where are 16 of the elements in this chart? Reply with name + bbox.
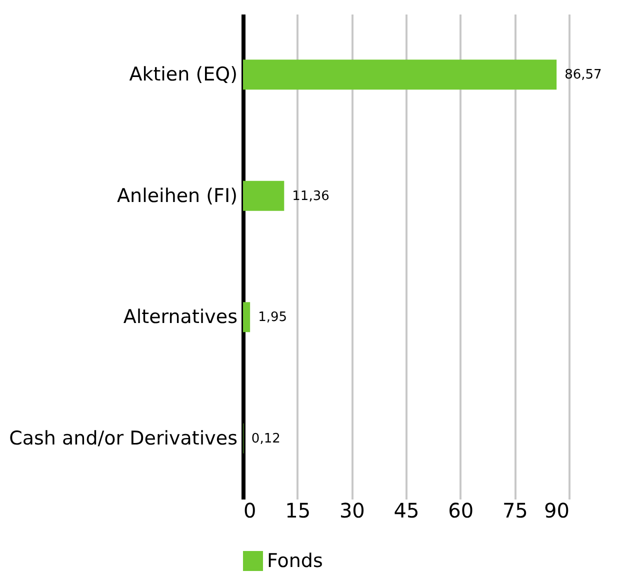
data-label: 11,36	[292, 188, 330, 204]
data-label: 86,57	[564, 68, 602, 83]
y-tick-label: Anleihen (FI)	[117, 184, 238, 207]
x-tick-label: 75	[502, 498, 528, 522]
data-label: 1,95	[258, 310, 288, 326]
x-tick-label: 0	[244, 498, 256, 522]
x-tick-label: 45	[394, 498, 420, 522]
x-tick-label: 30	[339, 498, 365, 522]
y-tick-label: Cash and/or Derivatives	[9, 427, 238, 450]
x-tick-label: 60	[448, 498, 474, 522]
y-tick-label: Aktien (EQ)	[129, 64, 238, 86]
legend-label: Fonds	[267, 550, 323, 572]
y-tick-label: Alternatives	[123, 306, 238, 328]
x-tick-label: 90	[544, 498, 570, 522]
data-label: 0,12	[251, 431, 280, 446]
x-tick-label: 15	[285, 498, 311, 522]
